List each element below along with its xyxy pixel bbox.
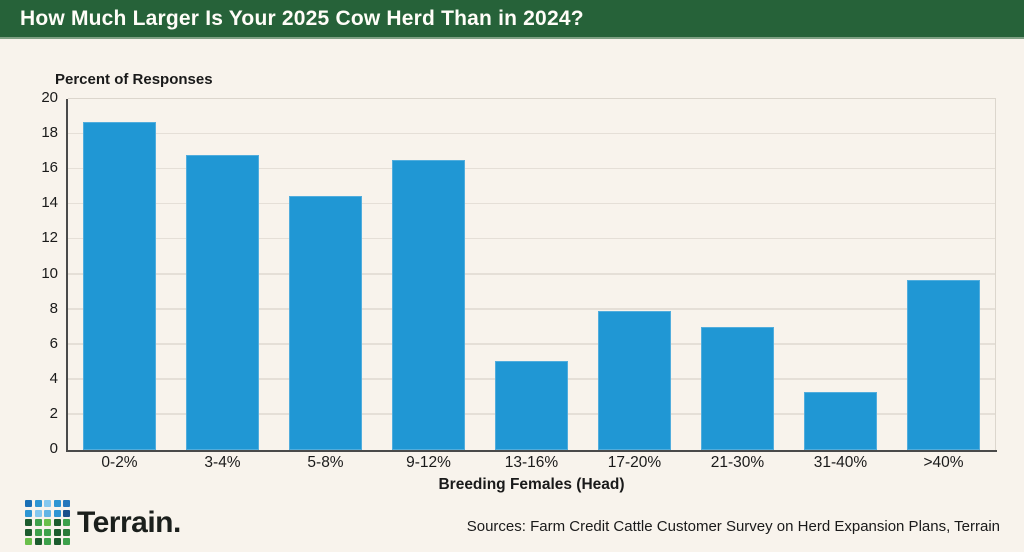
logo-grid-cell — [63, 538, 70, 545]
bar-slot-3-4% — [171, 99, 274, 450]
y-tick-label: 16 — [41, 159, 58, 177]
bar-slot-0-2% — [68, 99, 171, 450]
gridline — [68, 132, 995, 135]
bar — [597, 311, 672, 450]
y-tick-label: 10 — [41, 264, 58, 282]
logo-grid-cell — [25, 509, 32, 517]
x-axis-tick-labels: 0-2% 3-4% 5-8% 9-12% 13-16% 17-20% 21-30% 31-40… — [68, 453, 995, 472]
x-tick-label: 13-16% — [504, 454, 559, 471]
x-axis-line — [66, 450, 997, 452]
y-tick-label: 4 — [49, 369, 58, 387]
bar-slot-13-16% — [480, 99, 583, 450]
logo-grid-cell — [34, 538, 42, 545]
x-tick-label: >40% — [923, 454, 964, 471]
bar — [82, 121, 157, 450]
logo-grid-cell — [53, 500, 61, 507]
logo-grid-cell — [44, 500, 51, 507]
bar-slot-31-40% — [789, 99, 892, 450]
gridline — [68, 167, 995, 170]
logo-grid-cell — [25, 500, 32, 507]
y-tick-label: 20 — [41, 89, 58, 106]
gridline — [68, 273, 995, 275]
logo-grid-cell — [44, 528, 51, 536]
logo-grid-cell — [53, 509, 61, 517]
gridline — [68, 237, 995, 240]
x-tick-label: 5-8% — [307, 454, 344, 471]
gridline — [68, 343, 995, 345]
y-axis-title: Percent of Responses — [55, 71, 213, 88]
chart-title-bar: How Much Larger Is Your 2025 Cow Herd Th… — [0, 0, 1024, 39]
logo-grid-cell — [53, 519, 61, 526]
logo-grid-cell — [63, 509, 70, 517]
bar — [494, 360, 569, 450]
y-axis-line — [66, 99, 68, 450]
y-tick-label: 18 — [41, 124, 58, 142]
bar — [906, 279, 981, 450]
logo-grid-cell — [25, 519, 32, 526]
x-tick-label: 17-20% — [607, 454, 662, 471]
logo-grid-cell — [63, 519, 70, 526]
x-tick-label: 21-30% — [710, 454, 765, 471]
y-tick-label: 0 — [49, 440, 58, 457]
bar — [288, 195, 363, 450]
x-axis-title: Breeding Females (Head) — [438, 476, 625, 493]
y-tick-label: 8 — [49, 299, 58, 317]
logo-grid-cell — [25, 528, 32, 536]
gridline — [68, 202, 995, 205]
y-tick-label: 6 — [49, 334, 58, 352]
bar — [803, 392, 878, 450]
logo-grid-cell — [34, 509, 42, 517]
y-tick-label: 12 — [41, 229, 58, 247]
plot-area — [66, 98, 997, 452]
logo-grid-cell — [53, 528, 61, 536]
x-tick-label: 9-12% — [406, 454, 451, 471]
bar-slot-21-30% — [686, 99, 789, 450]
y-axis-tick-labels: 0 2 4 6 8 10 12 14 16 18 20 — [15, 89, 58, 457]
bar-slot-17-20% — [583, 99, 686, 450]
logo-grid-cell — [53, 538, 61, 545]
bar — [700, 327, 775, 450]
logo-grid-cell — [25, 538, 32, 545]
x-tick-label: 0-2% — [101, 454, 138, 471]
bars-layer — [68, 99, 995, 450]
y-tick-label: 14 — [41, 194, 58, 212]
logo-grid-cell — [44, 519, 51, 526]
y-tick-label: 2 — [49, 404, 58, 422]
bar-slot->40% — [892, 99, 995, 450]
bar-slot-9-12% — [377, 99, 480, 450]
logo-grid-cell — [44, 509, 51, 517]
bar-slot-5-8% — [274, 99, 377, 450]
x-tick-label: 31-40% — [813, 454, 868, 471]
logo-grid-cell — [34, 528, 42, 536]
brand-wordmark: Terrain. — [77, 506, 181, 539]
logo-grid-cell — [34, 519, 42, 526]
logo-grid-cell — [63, 528, 70, 536]
chart-title: How Much Larger Is Your 2025 Cow Herd Th… — [20, 6, 584, 30]
sources-attribution: Sources: Farm Credit Cattle Customer Sur… — [466, 518, 1000, 535]
x-tick-label: 3-4% — [204, 454, 241, 471]
terrain-logo-icon — [25, 500, 70, 545]
logo-grid-cell — [44, 538, 51, 545]
bar — [391, 160, 466, 450]
bar — [185, 155, 260, 450]
gridline — [68, 308, 995, 310]
logo-grid-cell — [34, 500, 42, 507]
logo-grid-cell — [63, 500, 70, 507]
